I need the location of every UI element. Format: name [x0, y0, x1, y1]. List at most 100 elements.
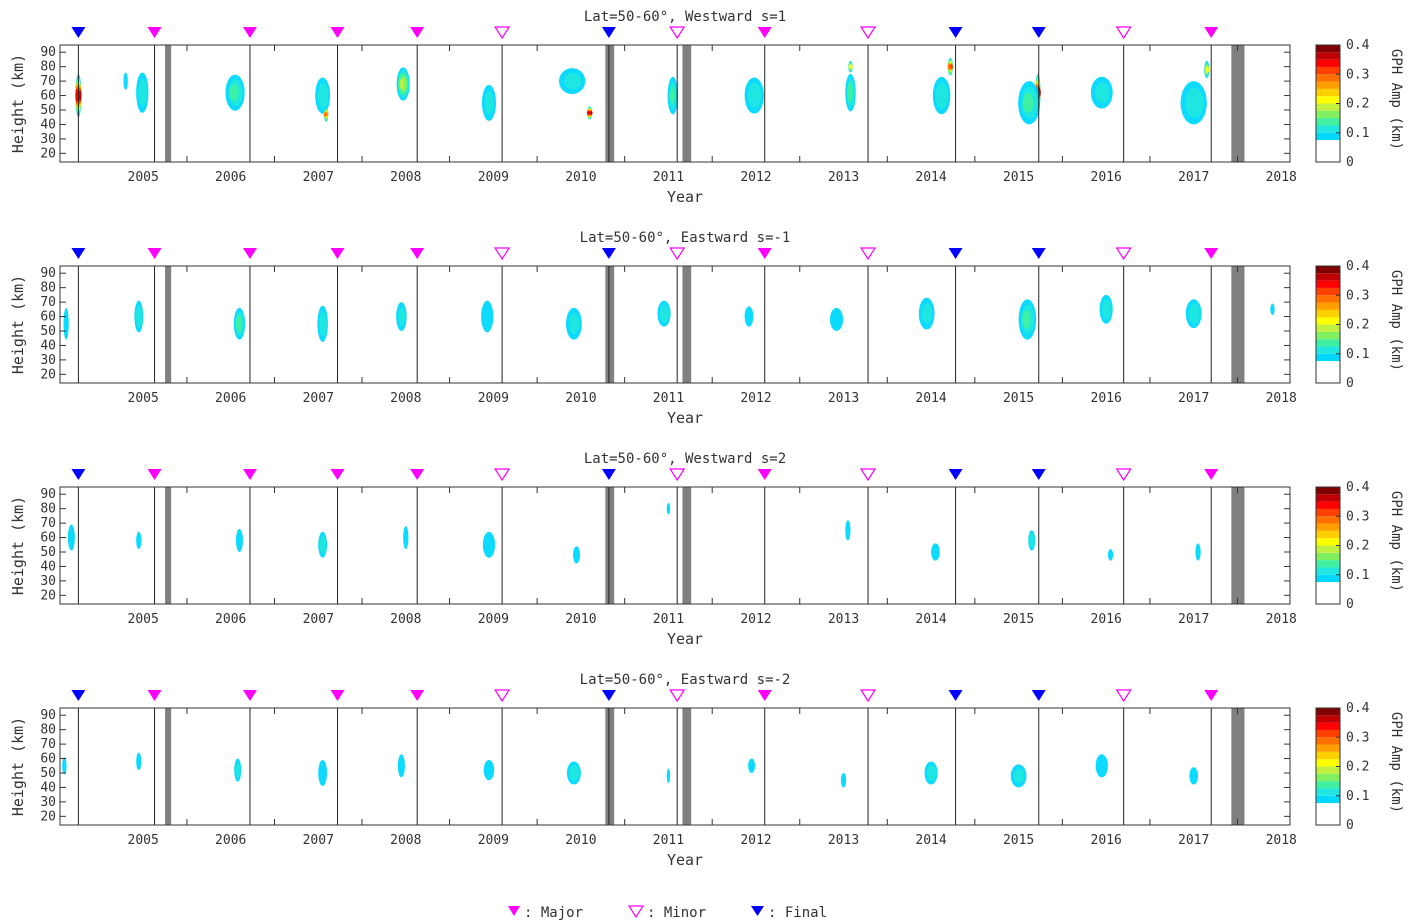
colorbar-bin	[1316, 708, 1340, 716]
minor-event-marker	[859, 26, 877, 40]
minor-event-marker	[859, 247, 877, 261]
x-tick-label: 2016	[1091, 391, 1122, 406]
y-tick-label: 80	[40, 723, 56, 738]
x-tick-label: 2008	[390, 391, 421, 406]
final-event-marker	[71, 690, 86, 701]
y-tick-label: 30	[40, 795, 56, 810]
x-axis-label: Year	[667, 188, 703, 206]
contour-level	[829, 307, 844, 332]
x-tick-label: 2014	[915, 170, 946, 185]
x-tick-label: 2011	[653, 833, 684, 848]
contour-level	[1188, 303, 1200, 324]
x-tick-label: 2012	[740, 170, 771, 185]
major-event-marker	[410, 27, 425, 38]
contour-level	[666, 502, 671, 515]
y-tick-label: 60	[40, 89, 56, 104]
contour-level	[318, 760, 328, 786]
colorbar-bin	[1316, 118, 1340, 126]
contour-field	[63, 294, 1275, 342]
colorbar-tick-label: 0.4	[1346, 259, 1370, 274]
y-tick-label: 40	[40, 559, 56, 574]
y-tick-label: 80	[40, 281, 56, 296]
colorbar-bin	[1316, 803, 1340, 825]
y-tick-label: 20	[40, 146, 56, 161]
colorbar-bin	[1316, 140, 1340, 162]
final-event-marker	[1031, 690, 1046, 701]
x-tick-label: 2017	[1178, 833, 1209, 848]
minor-event-marker	[1115, 247, 1132, 261]
x-tick-label: 2009	[478, 170, 509, 185]
x-tick-label: 2005	[128, 833, 159, 848]
colorbar-bin	[1316, 781, 1340, 789]
x-tick-label: 2008	[390, 612, 421, 627]
x-tick-label: 2018	[1266, 170, 1297, 185]
contour-level	[1013, 768, 1025, 784]
x-tick-label: 2017	[1178, 612, 1209, 627]
final-event-marker	[1031, 248, 1046, 259]
colorbar-bin	[1316, 52, 1340, 60]
contour-level	[1205, 66, 1209, 73]
y-tick-label: 50	[40, 766, 56, 781]
data-gap	[165, 487, 172, 604]
colorbar-bin	[1316, 766, 1340, 774]
x-axis-label: Year	[667, 851, 703, 869]
colorbar-bin	[1316, 759, 1340, 767]
y-tick-label: 90	[40, 708, 56, 723]
data-gap	[165, 266, 172, 383]
major-event-marker	[242, 27, 257, 38]
contour-level	[1022, 92, 1034, 113]
data-gap	[605, 487, 615, 604]
data-gap	[165, 708, 172, 825]
y-tick-label: 60	[40, 310, 56, 325]
final-event-marker	[948, 469, 963, 480]
data-gap	[605, 45, 615, 162]
contour-level	[135, 305, 143, 328]
colorbar-tick-label: 0.3	[1346, 288, 1369, 303]
panel-1: Lat=50-60°, Westward s=1 2030405060708090…	[9, 9, 1404, 206]
y-tick-label: 40	[40, 117, 56, 132]
colorbar-bin	[1316, 574, 1340, 583]
contour-level	[398, 307, 406, 326]
x-tick-label: 2012	[740, 391, 771, 406]
contour-level	[1270, 303, 1275, 316]
colorbar-tick-label: 0	[1346, 376, 1354, 391]
major-event-marker	[410, 469, 425, 480]
y-tick-label: 90	[40, 45, 56, 60]
x-tick-label: 2007	[303, 391, 334, 406]
x-tick-label: 2015	[1003, 612, 1034, 627]
y-tick-label: 20	[40, 588, 56, 603]
contour-level	[399, 78, 405, 90]
contour-level	[564, 72, 582, 90]
final-event-marker	[71, 248, 86, 259]
panel-title: Lat=50-60°, Westward s=2	[584, 451, 786, 467]
major-event-marker	[147, 27, 162, 38]
major-event-marker	[242, 469, 257, 480]
colorbar-tick-label: 0.1	[1346, 789, 1369, 804]
final-event-marker	[601, 469, 616, 480]
minor-event-marker	[1115, 468, 1132, 482]
final-event-marker	[1031, 27, 1046, 38]
x-tick-label: 2005	[128, 612, 159, 627]
x-tick-label: 2016	[1091, 612, 1122, 627]
contour-level	[483, 760, 495, 781]
major-event-marker	[1204, 27, 1219, 38]
y-tick-label: 30	[40, 353, 56, 368]
contour-level	[62, 757, 67, 775]
contour-level	[319, 311, 327, 337]
colorbar-bin	[1316, 773, 1340, 782]
x-tick-label: 2018	[1266, 612, 1297, 627]
colorbar-bin	[1316, 59, 1340, 67]
colorbar-bin	[1316, 295, 1340, 303]
major-event-marker	[410, 690, 425, 701]
colorbar-bin	[1316, 74, 1340, 82]
contour-level	[235, 315, 242, 333]
major-event-marker	[1204, 248, 1219, 259]
colorbar-bin	[1316, 538, 1340, 546]
contour-level	[849, 64, 853, 69]
y-tick-label: 70	[40, 74, 56, 89]
colorbar-label: GPH Amp (km)	[1388, 49, 1404, 150]
data-gap	[682, 45, 692, 162]
major-event-marker	[410, 248, 425, 259]
legend-minor-label: : Minor	[647, 905, 706, 921]
contour-level	[931, 543, 940, 561]
